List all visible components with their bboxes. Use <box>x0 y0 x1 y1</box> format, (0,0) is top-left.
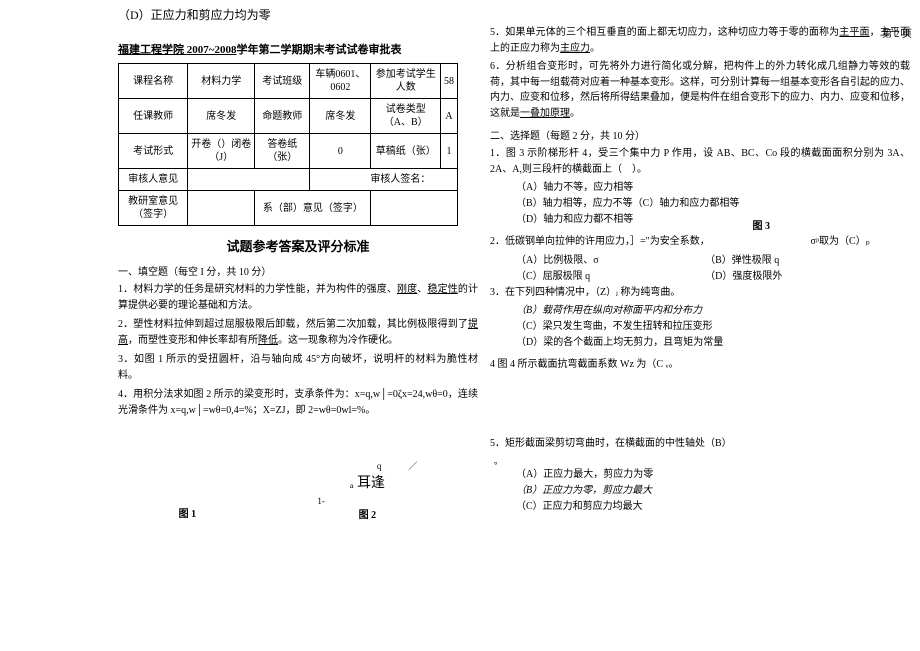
question-2: 2．塑性材料拉伸到超过屈服极限后卸载，然后第二次加载，其比例极限得到了提高，而塑… <box>118 317 478 349</box>
table-row: 课程名称 材料力学 考试班级 车辆0601、0602 参加考试学生人数 58 <box>119 64 458 99</box>
opt-d: （D）轴力和应力都不相等 <box>516 212 910 228</box>
choice-q3-options: （B）载荷作用在纵向对称面平内和分布力 （C）梁只发生弯曲，不发生扭转和拉压变形… <box>490 303 910 351</box>
opt-b: （B）弹性极限 q <box>705 253 894 269</box>
cell-office-label: 教研室意见（签字） <box>119 191 188 226</box>
figure-1: 图 1 <box>179 459 197 521</box>
cell-author-value: 席冬发 <box>310 99 371 134</box>
figure-2: q ／ ₐ 耳逢 1- 图 2 <box>317 459 417 521</box>
figure-3-label: 图 3 <box>753 217 771 232</box>
table-row: 考试形式 开卷（）闭卷（J） 答卷纸（张） 0 草稿纸（张） 1 <box>119 134 458 169</box>
question-1: 1．材料力学的任务是研究材料的力学性能，并为构件的强度、刚度、稳定性的计算提供必… <box>118 282 478 314</box>
opt-a: （A）轴力不等，应力相等 <box>516 180 910 196</box>
figure-1-label: 图 1 <box>179 505 197 520</box>
opt-a: （A）正应力最大，剪应力为零 <box>516 467 910 483</box>
cell-students-label: 参加考试学生人数 <box>371 64 441 99</box>
opt-d: （D）梁的各个截面上均无剪力，且弯矩为常量 <box>516 335 910 351</box>
cell-review-label: 审核人意见 <box>119 169 188 191</box>
figure-2-label: 图 2 <box>317 506 417 521</box>
cell-form-label: 考试形式 <box>119 134 188 169</box>
cell-course-value: 材料力学 <box>188 64 255 99</box>
choice-q4: 4 图 4 所示截面抗弯截面系数 Wz 为（C ᵥ。 <box>490 357 910 373</box>
question-4: 4．用积分法求如图 2 所示的梁变形时，支承条件为：x=q,w│=0ζx=24,… <box>118 387 478 419</box>
opt-bc: （B）轴力相等，应力不等（C）轴力和应力都相等 <box>516 196 910 212</box>
cell-review-sign: 审核人签名： <box>310 169 458 191</box>
title-underline-school: 福建工程学院 2007~2008 <box>118 44 236 56</box>
left-column: （D）正应力和剪应力均为零 福建工程学院 2007~2008学年第二学期期末考试… <box>118 0 478 521</box>
choice-q2-options: （A）比例极限、σ （B）弹性极限 q （C）屈服极限 q （D）强度极限外 <box>490 253 910 285</box>
figure-row: 图 1 q ／ ₐ 耳逢 1- 图 2 <box>118 459 478 521</box>
choice-q3: 3．在下列四种情况中，（Z）ⱼ 称为纯弯曲。 <box>490 285 910 301</box>
table-row: 审核人意见 审核人签名： <box>119 169 458 191</box>
opt-d: （D）强度极限外 <box>705 269 894 285</box>
cell-class-label: 考试班级 <box>255 64 310 99</box>
cell-type-value: A <box>440 99 457 134</box>
cell-empty <box>371 191 458 226</box>
choice-q2-answer: σᵖ取为（C）ₚ <box>811 234 870 250</box>
cell-sheets-label: 答卷纸（张） <box>255 134 310 169</box>
cell-form-value: 开卷（）闭卷（J） <box>188 134 255 169</box>
question-5: 5．如果单元体的三个相互垂直的面上都无切应力，这种切应力等于零的面称为主平面，主… <box>490 25 910 56</box>
cell-course-label: 课程名称 <box>119 64 188 99</box>
approval-table: 课程名称 材料力学 考试班级 车辆0601、0602 参加考试学生人数 58 任… <box>118 63 458 226</box>
table-row: 任课教师 席冬发 命题教师 席冬发 试卷类型（A、B） A <box>119 99 458 134</box>
answers-section-title: 试题参考答案及评分标准 <box>118 236 478 255</box>
cell-dept-label: 系（部）意见（签字） <box>255 191 371 226</box>
cell-author-label: 命题教师 <box>255 99 310 134</box>
cell-teacher-value: 席冬发 <box>188 99 255 134</box>
cell-empty <box>188 169 310 191</box>
cell-students-value: 58 <box>440 64 457 99</box>
choice-q5-prefix: 。 <box>490 454 910 467</box>
right-column: 5．如果单元体的三个相互垂直的面上都无切应力，这种切应力等于零的面称为主平面，主… <box>490 25 910 515</box>
choice-heading: 二、选择题（每题 2 分，共 10 分） <box>490 127 910 142</box>
opt-ab-italic: （B）载荷作用在纵向对称面平内和分布力 <box>516 303 910 319</box>
choice-q5-options: （A）正应力最大，剪应力为零 （B）正应力为零，剪应力最大 （C）正应力和剪应力… <box>490 467 910 515</box>
question-6: 6．分析组合变形时，可先将外力进行简化或分解，把构件上的外力转化成几组静力等效的… <box>490 59 910 121</box>
question-3: 3．如图 1 所示的受扭圆杆，沿与轴向成 45°方向破坏，说明杆的材料为脆性材料… <box>118 352 478 384</box>
choice-q2: 2．低碳钢单向拉伸的许用应力，］="为安全系数， σᵖ取为（C）ₚ <box>490 234 910 250</box>
cell-empty <box>188 191 255 226</box>
cell-sheets-value: 0 <box>310 134 371 169</box>
figure-2-symbol: ₐ 耳逢 <box>317 472 417 492</box>
opt-c: （C）正应力和剪应力均最大 <box>516 499 910 515</box>
cell-teacher-label: 任课教师 <box>119 99 188 134</box>
option-d-line: （D）正应力和剪应力均为零 <box>118 6 478 23</box>
opt-c: （C）屈服极限 q <box>516 269 705 285</box>
choice-q1-options: （A）轴力不等，应力相等 （B）轴力相等，应力不等（C）轴力和应力都相等 （D）… <box>490 180 910 228</box>
table-row: 教研室意见（签字） 系（部）意见（签字） <box>119 191 458 226</box>
cell-class-value: 车辆0601、0602 <box>310 64 371 99</box>
cell-draft-value: 1 <box>440 134 457 169</box>
opt-c: （C）梁只发生弯曲，不发生扭转和拉压变形 <box>516 319 910 335</box>
opt-a: （A）比例极限、σ <box>516 253 705 269</box>
approval-table-title: 福建工程学院 2007~2008学年第二学期期末考试试卷审批表 <box>118 41 478 57</box>
fill-blank-heading: 一、填空题（每空 I 分，共 10 分） <box>118 263 478 278</box>
cell-draft-label: 草稿纸（张） <box>371 134 441 169</box>
cell-type-label: 试卷类型（A、B） <box>371 99 441 134</box>
choice-q5: 5．矩形截面梁剪切弯曲时，在横截面的中性轴处（B） <box>490 436 910 452</box>
choice-q1: 1．图 3 示阶梯形杆 4，受三个集中力 P 作用，设 AB、BC、Co 段的横… <box>490 146 910 177</box>
opt-b: （B）正应力为零，剪应力最大 <box>516 483 910 499</box>
